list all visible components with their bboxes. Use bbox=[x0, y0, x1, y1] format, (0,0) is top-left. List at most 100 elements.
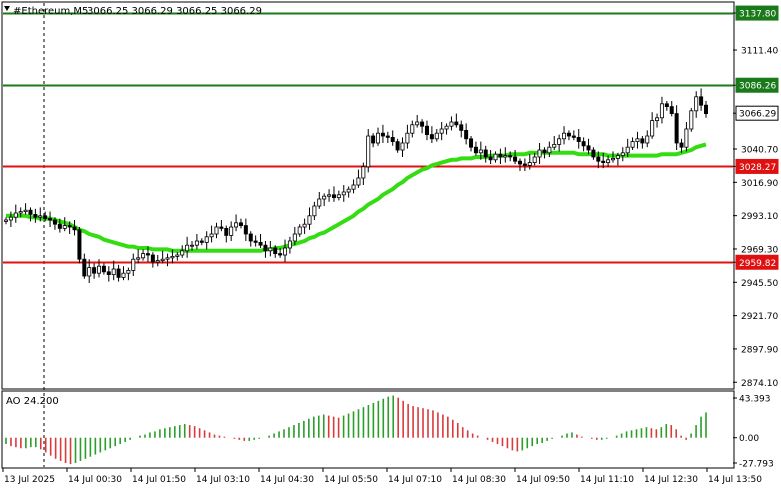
candle-body bbox=[522, 163, 527, 166]
candle bbox=[8, 211, 13, 227]
candle-body bbox=[13, 212, 18, 218]
price-label-box bbox=[735, 254, 779, 270]
candle-body bbox=[610, 157, 615, 161]
candle bbox=[537, 143, 542, 164]
candle bbox=[209, 225, 214, 243]
candle bbox=[97, 259, 102, 278]
candle-body bbox=[106, 271, 111, 275]
candle-body bbox=[101, 265, 106, 273]
candle bbox=[679, 138, 684, 153]
candle bbox=[503, 147, 508, 163]
candle-body bbox=[116, 268, 121, 278]
time-tick-label: 14 Jul 11:10 bbox=[580, 475, 634, 485]
candle-body bbox=[204, 236, 209, 243]
candle-body bbox=[28, 209, 33, 215]
candle bbox=[385, 131, 390, 143]
price-label-text: 3086.26 bbox=[739, 82, 776, 92]
candle-body bbox=[327, 194, 332, 197]
candle bbox=[268, 241, 273, 257]
candle-body bbox=[420, 121, 425, 127]
candle bbox=[400, 137, 405, 157]
candle-body bbox=[410, 124, 415, 134]
candle bbox=[48, 211, 53, 227]
ao-histogram bbox=[5, 395, 707, 465]
candle bbox=[87, 259, 92, 283]
candle-body bbox=[77, 229, 82, 260]
candle-body bbox=[4, 219, 9, 222]
candle bbox=[273, 245, 278, 258]
time-tick-label: 14 Jul 01:50 bbox=[132, 475, 186, 485]
candle bbox=[527, 154, 532, 170]
candle-body bbox=[190, 244, 195, 247]
ao-axis: 43.393 0.00 -27.793 bbox=[733, 395, 774, 470]
candle bbox=[483, 145, 488, 163]
candle bbox=[229, 221, 234, 241]
candle bbox=[287, 236, 292, 254]
candle bbox=[689, 108, 694, 132]
candle bbox=[92, 263, 97, 279]
price-panel-frame bbox=[1, 1, 735, 390]
candle-body bbox=[498, 153, 503, 158]
candle bbox=[591, 147, 596, 160]
candle bbox=[180, 245, 185, 258]
oscillator-panel-frame bbox=[1, 390, 735, 469]
candle bbox=[576, 129, 581, 149]
candle-body bbox=[699, 96, 704, 106]
dropdown-triangle-icon[interactable] bbox=[4, 6, 10, 11]
candle-body bbox=[258, 241, 263, 246]
candle bbox=[630, 137, 635, 150]
candle-body bbox=[180, 250, 185, 256]
candles-layer[interactable] bbox=[4, 88, 709, 283]
candle-body bbox=[581, 141, 586, 147]
ohlc-label: 3066.25 3066.29 3066.25 3066.29 bbox=[87, 6, 262, 17]
candle-body bbox=[136, 257, 141, 260]
candle-body bbox=[145, 253, 150, 256]
candle-body bbox=[253, 240, 258, 243]
candle bbox=[513, 150, 518, 164]
candle bbox=[33, 208, 38, 223]
candle bbox=[420, 119, 425, 134]
candle-body bbox=[478, 149, 483, 154]
candle bbox=[586, 138, 591, 155]
candle bbox=[258, 234, 263, 248]
candle bbox=[160, 250, 165, 264]
price-tick-label: 2897.90 bbox=[741, 345, 778, 355]
candle bbox=[327, 189, 332, 202]
candle-body bbox=[424, 125, 429, 135]
price-axis[interactable]: 3137.80 3111.40 3086.26 3066.29 3040.70 3028.… bbox=[733, 5, 779, 389]
candle bbox=[547, 141, 552, 157]
candle-body bbox=[532, 156, 537, 163]
candle-body bbox=[229, 226, 234, 236]
candle-body bbox=[292, 233, 297, 242]
candle bbox=[620, 147, 625, 162]
candle bbox=[136, 249, 141, 264]
ao-tick-label: -27.793 bbox=[739, 460, 774, 470]
candle bbox=[640, 136, 645, 149]
candle-body bbox=[640, 138, 645, 144]
candle bbox=[645, 130, 650, 148]
candle-body bbox=[141, 253, 146, 259]
candle-body bbox=[121, 272, 126, 278]
candle bbox=[390, 130, 395, 146]
candle bbox=[473, 141, 478, 156]
candle-body bbox=[209, 233, 214, 238]
candle bbox=[552, 136, 557, 150]
candle-body bbox=[175, 254, 180, 257]
time-axis[interactable]: 13 Jul 2025 14 Jul 00:30 14 Jul 01:50 14 Ju… bbox=[2, 468, 762, 485]
candle-body bbox=[185, 244, 190, 252]
candle-body bbox=[248, 233, 253, 242]
candle bbox=[478, 141, 483, 160]
candle-body bbox=[52, 219, 57, 225]
candle-body bbox=[48, 218, 53, 221]
candle bbox=[664, 101, 669, 111]
candle-body bbox=[243, 225, 248, 235]
price-tick-label: 2874.10 bbox=[741, 379, 778, 389]
price-tick-label: 2993.10 bbox=[741, 212, 778, 222]
candle-body bbox=[371, 135, 376, 144]
candle-body bbox=[346, 188, 351, 193]
candle bbox=[439, 122, 444, 141]
candle bbox=[596, 151, 601, 169]
